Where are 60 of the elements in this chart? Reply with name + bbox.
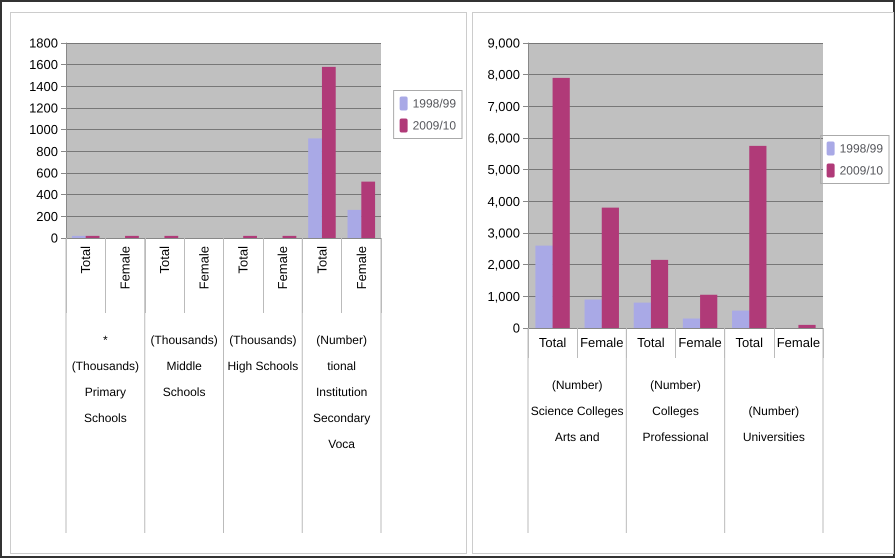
legend-label: 1998/99: [412, 96, 456, 110]
y-tick-label: 7,000: [487, 98, 520, 114]
y-tick-label: 1,000: [487, 288, 520, 304]
y-tick-label: 200: [36, 208, 58, 224]
bar: [535, 246, 553, 328]
bar: [552, 78, 570, 328]
text: (Number) Science Colleges Arts and: [530, 378, 624, 444]
y-tick-label: 400: [36, 187, 58, 202]
bar: [749, 146, 766, 328]
bar: [732, 310, 750, 328]
y-tick-label: 6,000: [487, 130, 520, 146]
y-tick-label: 1000: [29, 122, 58, 138]
y-tick-label: 1400: [29, 78, 58, 94]
x-tick-label: Female: [354, 246, 369, 290]
bar: [348, 210, 362, 238]
y-tick-label: 4,000: [487, 194, 520, 209]
y-tick-label: 5,000: [487, 162, 520, 178]
y-tick-label: 3,000: [487, 226, 520, 240]
y-tick-label: 2,000: [487, 257, 520, 272]
x-tick-label: Female: [678, 335, 722, 350]
x-tick-label: Total: [236, 246, 251, 274]
x-tick-label: Female: [580, 335, 624, 350]
legend-label: 2009/10: [412, 118, 456, 132]
bar: [634, 302, 651, 328]
y-tick-label: 1800: [29, 36, 58, 50]
y-tick-label: 1200: [29, 100, 58, 116]
text: (Number) tional Institution Secondary Voca: [312, 333, 370, 451]
bar: [700, 294, 718, 328]
bar: [322, 66, 336, 238]
bar: [798, 324, 816, 328]
x-tick-label: Total: [736, 335, 764, 350]
x-tick-label: Female: [196, 246, 212, 290]
x-tick-label: Total: [156, 246, 172, 274]
text: (Thousands) High Schools: [228, 333, 298, 373]
x-tick-label: Female: [776, 335, 820, 350]
y-tick-label: 9,000: [487, 36, 520, 50]
bar: [602, 208, 619, 328]
text: * (Thousands) Primary Schools: [72, 333, 140, 425]
y-tick-label: 800: [36, 144, 58, 159]
y-tick-label: 8,000: [487, 67, 520, 82]
legend-label: 1998/99: [840, 142, 884, 156]
y-tick-label: 0: [512, 320, 520, 336]
bar: [682, 318, 700, 328]
y-tick-label: 1600: [29, 57, 58, 72]
x-tick-label: Total: [538, 335, 566, 350]
legend-label: 2009/10: [840, 164, 884, 178]
bar: [584, 300, 602, 328]
x-tick-label: Female: [275, 246, 290, 290]
bar: [308, 138, 322, 238]
x-tick-label: Total: [314, 246, 330, 274]
text: (Number) Colleges Professional: [642, 378, 709, 444]
y-tick-label: 600: [36, 166, 58, 180]
text: (Thousands) Middle Schools: [150, 333, 218, 399]
x-tick-label: Total: [78, 246, 94, 274]
x-tick-label: Female: [118, 246, 133, 290]
bar: [361, 182, 376, 238]
bar: [650, 260, 668, 328]
text: (Number) Universities: [742, 404, 805, 444]
y-tick-label: 0: [50, 230, 58, 246]
x-tick-label: Total: [637, 335, 665, 350]
